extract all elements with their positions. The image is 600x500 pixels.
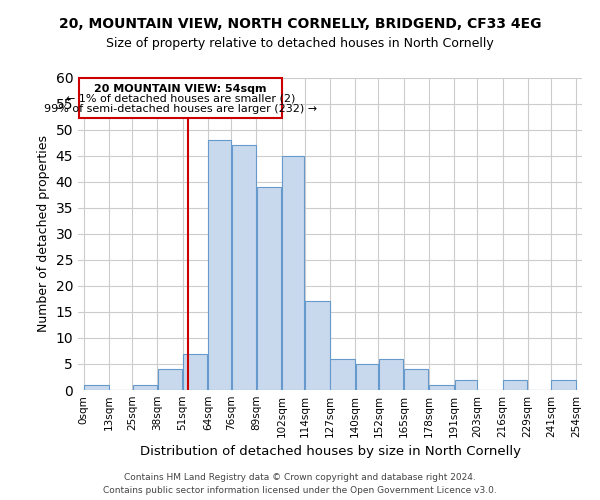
- Bar: [183, 354, 208, 390]
- Text: 99% of semi-detached houses are larger (232) →: 99% of semi-detached houses are larger (…: [44, 104, 317, 114]
- Bar: [305, 302, 329, 390]
- Text: 20 MOUNTAIN VIEW: 54sqm: 20 MOUNTAIN VIEW: 54sqm: [94, 84, 266, 94]
- Bar: [331, 359, 355, 390]
- Bar: [379, 359, 403, 390]
- Bar: [133, 385, 157, 390]
- Text: Contains HM Land Registry data © Crown copyright and database right 2024.: Contains HM Land Registry data © Crown c…: [124, 472, 476, 482]
- Bar: [551, 380, 576, 390]
- X-axis label: Distribution of detached houses by size in North Cornelly: Distribution of detached houses by size …: [139, 446, 521, 458]
- Bar: [158, 369, 182, 390]
- Bar: [455, 380, 477, 390]
- Bar: [84, 385, 109, 390]
- Bar: [282, 156, 304, 390]
- Text: Size of property relative to detached houses in North Cornelly: Size of property relative to detached ho…: [106, 38, 494, 51]
- Bar: [79, 78, 281, 118]
- Bar: [430, 385, 454, 390]
- Text: 20, MOUNTAIN VIEW, NORTH CORNELLY, BRIDGEND, CF33 4EG: 20, MOUNTAIN VIEW, NORTH CORNELLY, BRIDG…: [59, 18, 541, 32]
- Bar: [257, 187, 281, 390]
- Bar: [503, 380, 527, 390]
- Bar: [404, 369, 428, 390]
- Y-axis label: Number of detached properties: Number of detached properties: [37, 135, 50, 332]
- Bar: [208, 140, 230, 390]
- Bar: [356, 364, 378, 390]
- Text: Contains public sector information licensed under the Open Government Licence v3: Contains public sector information licen…: [103, 486, 497, 495]
- Text: ← 1% of detached houses are smaller (2): ← 1% of detached houses are smaller (2): [65, 93, 295, 103]
- Bar: [232, 145, 256, 390]
